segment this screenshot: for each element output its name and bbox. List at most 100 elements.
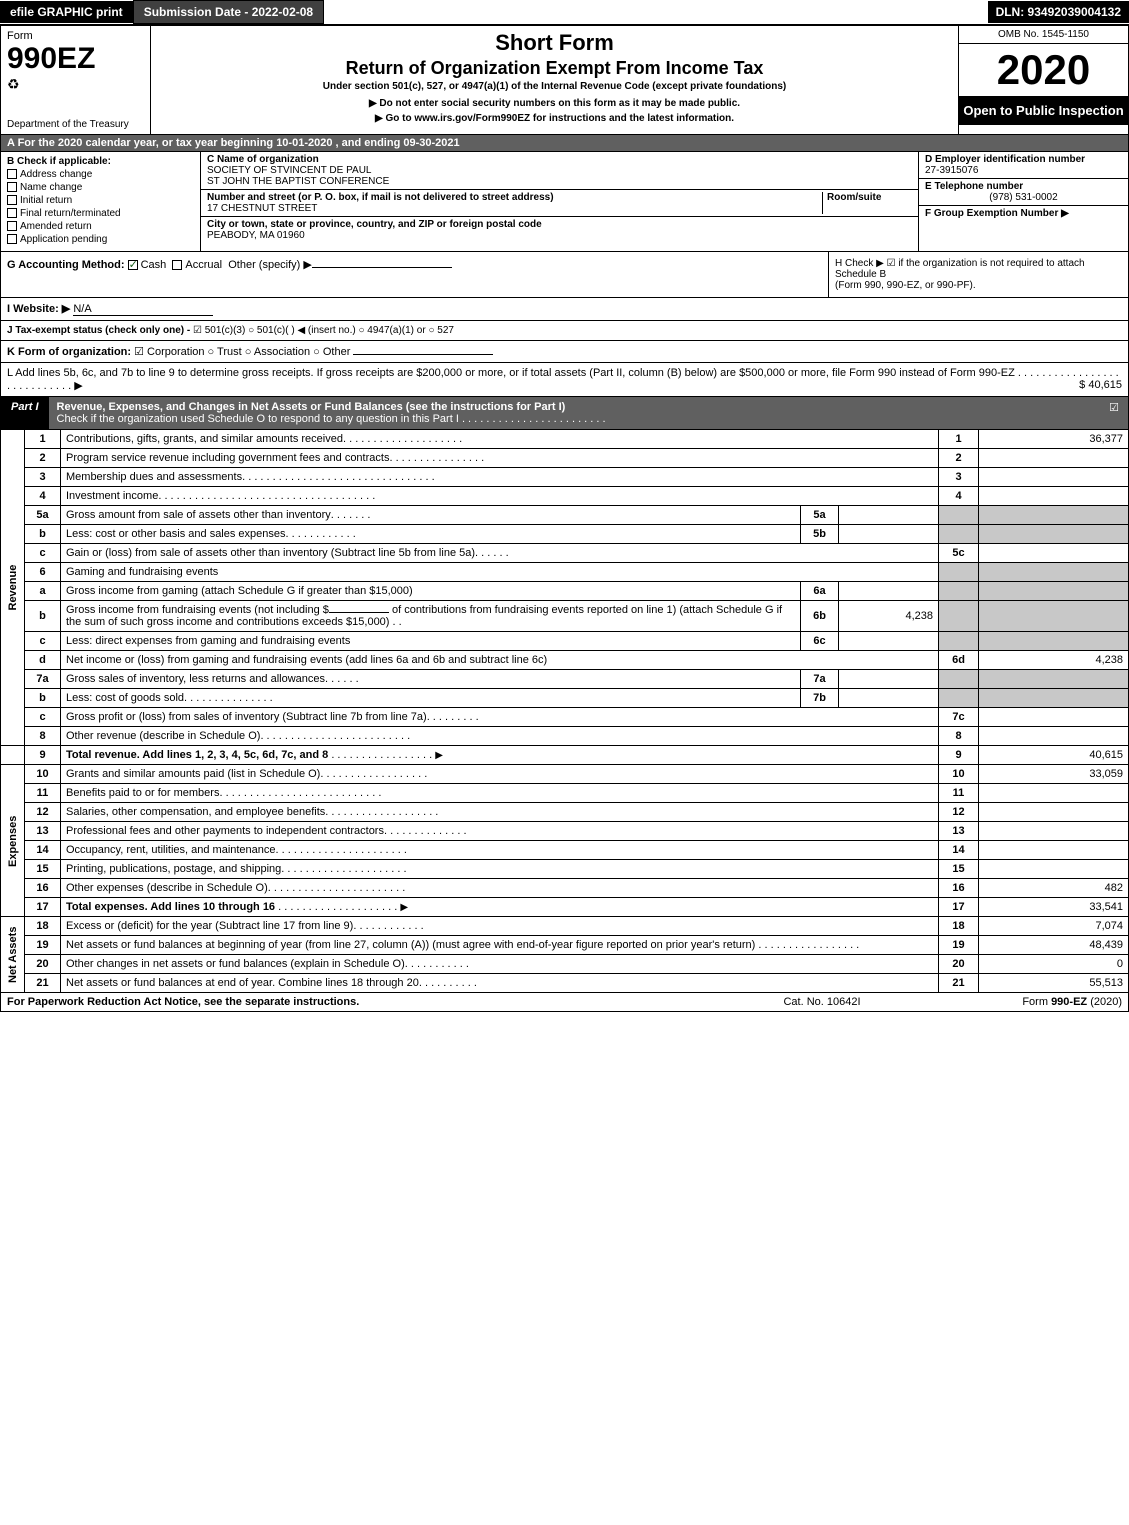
h-text-1: H Check ▶ ☑ if the organization is not r… <box>835 258 1122 280</box>
city-value: PEABODY, MA 01960 <box>207 230 912 241</box>
ledger-table: Revenue 1 Contributions, gifts, grants, … <box>0 430 1129 993</box>
goto-link[interactable]: ▶ Go to www.irs.gov/Form990EZ for instru… <box>159 113 950 124</box>
tax-year: 2020 <box>959 44 1128 97</box>
table-row: 16 Other expenses (describe in Schedule … <box>1 879 1129 898</box>
table-row: 17 Total expenses. Add lines 10 through … <box>1 898 1129 917</box>
table-row: 9 Total revenue. Add lines 1, 2, 3, 4, 5… <box>1 746 1129 765</box>
table-row: 8 Other revenue (describe in Schedule O)… <box>1 727 1129 746</box>
table-row: 11 Benefits paid to or for members . . .… <box>1 784 1129 803</box>
k-other-input[interactable] <box>353 354 493 355</box>
check-application-pending[interactable]: Application pending <box>7 234 194 245</box>
revenue-tab: Revenue <box>1 430 25 746</box>
room-label: Room/suite <box>827 192 912 203</box>
arrow-icon <box>435 749 445 761</box>
check-amended-return[interactable]: Amended return <box>7 221 194 232</box>
omb-number: OMB No. 1545-1150 <box>959 26 1128 44</box>
g-label: G Accounting Method: <box>7 259 125 271</box>
arrow-icon <box>400 901 410 913</box>
ein-label: D Employer identification number <box>925 154 1122 165</box>
table-row: c Gross profit or (loss) from sales of i… <box>1 708 1129 727</box>
website-value: N/A <box>73 303 213 316</box>
expenses-tab: Expenses <box>1 765 25 917</box>
table-row: c Gain or (loss) from sale of assets oth… <box>1 544 1129 563</box>
part-i-box: Part I <box>1 397 49 429</box>
submission-date-button[interactable]: Submission Date - 2022-02-08 <box>133 0 324 24</box>
tel-label: E Telephone number <box>925 181 1122 192</box>
check-name-change[interactable]: Name change <box>7 182 194 193</box>
table-row: 2 Program service revenue including gove… <box>1 449 1129 468</box>
table-row: 12 Salaries, other compensation, and emp… <box>1 803 1129 822</box>
table-row: 4 Investment income . . . . . . . . . . … <box>1 487 1129 506</box>
top-bar: efile GRAPHIC print Submission Date - 20… <box>0 0 1129 26</box>
net-assets-tab: Net Assets <box>1 917 25 993</box>
ssn-warning: ▶ Do not enter social security numbers o… <box>159 98 950 109</box>
k-options: ☑ Corporation ○ Trust ○ Association ○ Ot… <box>134 346 350 358</box>
org-name-label: C Name of organization <box>207 154 912 165</box>
form-ref: Form 990-EZ (2020) <box>942 996 1122 1008</box>
paperwork-notice: For Paperwork Reduction Act Notice, see … <box>7 996 702 1008</box>
tel-value: (978) 531-0002 <box>925 192 1122 203</box>
addr-label: Number and street (or P. O. box, if mail… <box>207 192 822 203</box>
table-row: Expenses 10 Grants and similar amounts p… <box>1 765 1129 784</box>
table-row: 13 Professional fees and other payments … <box>1 822 1129 841</box>
section-gh: G Accounting Method: Cash Accrual Other … <box>0 252 1129 298</box>
footer: For Paperwork Reduction Act Notice, see … <box>0 993 1129 1012</box>
return-title: Return of Organization Exempt From Incom… <box>159 58 950 79</box>
header-right: OMB No. 1545-1150 2020 Open to Public In… <box>958 26 1128 134</box>
table-row: c Less: direct expenses from gaming and … <box>1 632 1129 651</box>
j-options: ☑ 501(c)(3) ○ 501(c)( ) ◀ (insert no.) ○… <box>193 325 454 336</box>
check-accrual[interactable] <box>172 260 182 270</box>
table-row: 6 Gaming and fundraising events <box>1 563 1129 582</box>
section-l: L Add lines 5b, 6c, and 7b to line 9 to … <box>0 363 1129 397</box>
l-amount: $ 40,615 <box>1079 379 1122 391</box>
form-header: Form 990EZ ♻ Department of the Treasury … <box>0 26 1129 135</box>
check-address-change[interactable]: Address change <box>7 169 194 180</box>
table-row: d Net income or (loss) from gaming and f… <box>1 651 1129 670</box>
part-i-header: Part I Revenue, Expenses, and Changes in… <box>0 397 1129 430</box>
section-g: G Accounting Method: Cash Accrual Other … <box>1 252 828 297</box>
section-j: J Tax-exempt status (check only one) - ☑… <box>0 321 1129 341</box>
department-label: Department of the Treasury <box>7 119 144 130</box>
l-text: L Add lines 5b, 6c, and 7b to line 9 to … <box>7 367 1015 379</box>
cat-no: Cat. No. 10642I <box>702 996 942 1008</box>
table-row: 21 Net assets or fund balances at end of… <box>1 974 1129 993</box>
table-row: b Less: cost or other basis and sales ex… <box>1 525 1129 544</box>
check-final-return[interactable]: Final return/terminated <box>7 208 194 219</box>
subtitle: Under section 501(c), 527, or 4947(a)(1)… <box>159 81 950 92</box>
part-i-check[interactable]: ☑ <box>1100 397 1128 429</box>
section-c: C Name of organization SOCIETY OF STVINC… <box>201 152 918 251</box>
table-row: a Gross income from gaming (attach Sched… <box>1 582 1129 601</box>
section-def: D Employer identification number 27-3915… <box>918 152 1128 251</box>
check-initial-return[interactable]: Initial return <box>7 195 194 206</box>
efile-print-button[interactable]: efile GRAPHIC print <box>0 1 133 23</box>
short-form-title: Short Form <box>159 30 950 56</box>
table-row: 20 Other changes in net assets or fund b… <box>1 955 1129 974</box>
other-method-input[interactable] <box>312 267 452 268</box>
section-k: K Form of organization: ☑ Corporation ○ … <box>0 341 1129 363</box>
h-text-2: (Form 990, 990-EZ, or 990-PF). <box>835 280 1122 291</box>
table-row: 3 Membership dues and assessments . . . … <box>1 468 1129 487</box>
org-name-2: ST JOHN THE BAPTIST CONFERENCE <box>207 176 912 187</box>
part-i-title: Revenue, Expenses, and Changes in Net As… <box>49 397 1100 429</box>
header-left: Form 990EZ ♻ Department of the Treasury <box>1 26 151 134</box>
street-address: 17 CHESTNUT STREET <box>207 203 822 214</box>
section-h: H Check ▶ ☑ if the organization is not r… <box>828 252 1128 297</box>
table-row: 19 Net assets or fund balances at beginn… <box>1 936 1129 955</box>
section-b-header: B Check if applicable: <box>7 156 194 167</box>
table-row: 7a Gross sales of inventory, less return… <box>1 670 1129 689</box>
dln-label: DLN: 93492039004132 <box>988 1 1129 23</box>
j-label: J Tax-exempt status (check only one) - <box>7 325 190 336</box>
form-word: Form <box>7 30 144 42</box>
group-label: F Group Exemption Number ▶ <box>925 208 1069 219</box>
table-row: b Less: cost of goods sold . . . . . . .… <box>1 689 1129 708</box>
header-center: Short Form Return of Organization Exempt… <box>151 26 958 134</box>
recycle-icon: ♻ <box>7 76 144 93</box>
row-a-tax-year: A For the 2020 calendar year, or tax yea… <box>0 135 1129 152</box>
fundraising-contrib-input[interactable] <box>329 612 389 613</box>
table-row: Net Assets 18 Excess or (deficit) for th… <box>1 917 1129 936</box>
check-cash[interactable] <box>128 260 138 270</box>
table-row: 14 Occupancy, rent, utilities, and maint… <box>1 841 1129 860</box>
table-row: b Gross income from fundraising events (… <box>1 601 1129 632</box>
k-label: K Form of organization: <box>7 346 131 358</box>
open-to-public: Open to Public Inspection <box>959 97 1128 125</box>
